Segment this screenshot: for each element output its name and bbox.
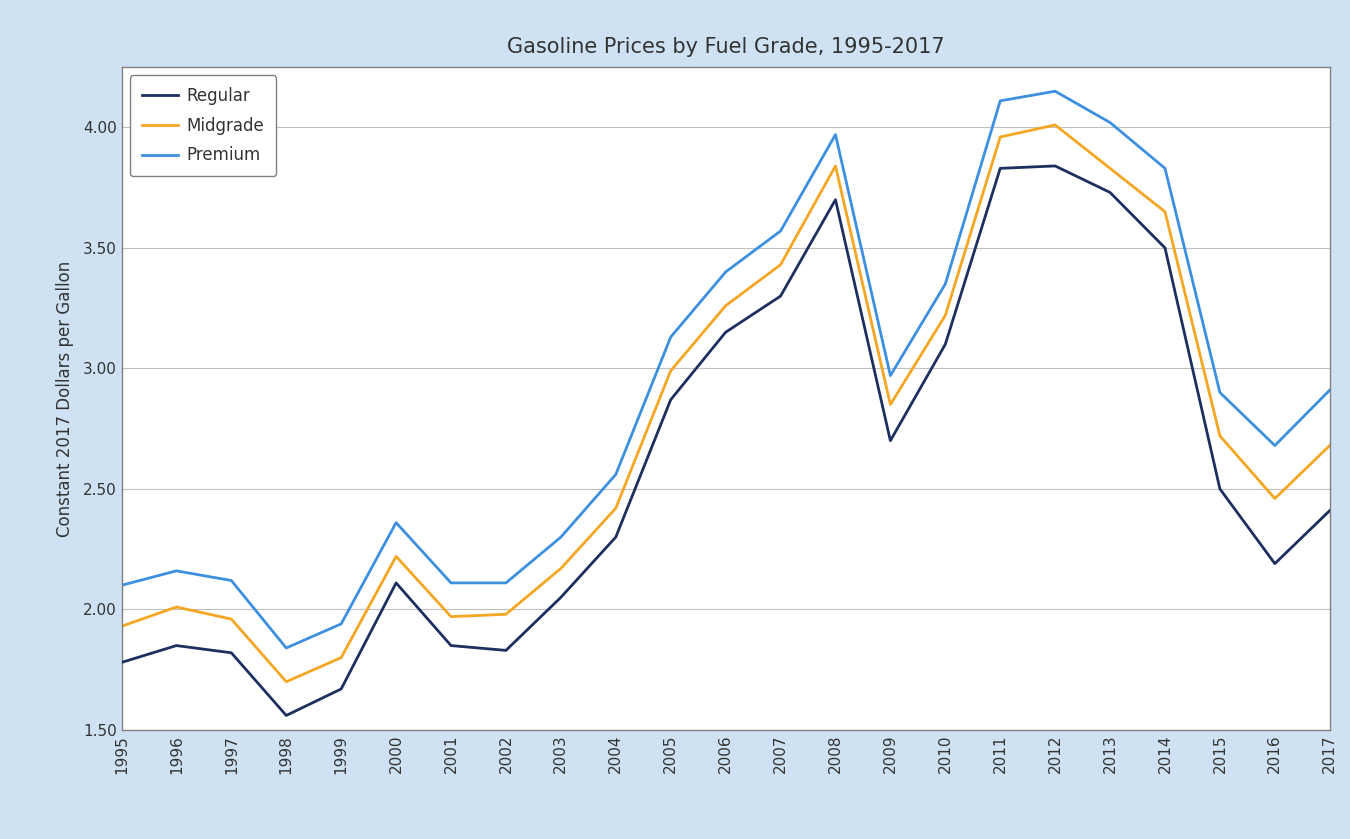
Premium: [443, 578, 459, 588]
Premium: [223, 576, 239, 586]
Midgrade: [113, 621, 130, 631]
Y-axis label: Constant 2017 Dollars per Gallon: Constant 2017 Dollars per Gallon: [57, 260, 74, 537]
Regular: [718, 327, 734, 337]
Midgrade: [1266, 493, 1282, 503]
Regular: [1157, 242, 1173, 253]
Midgrade: [772, 260, 788, 270]
Regular: [992, 164, 1008, 174]
Premium: [828, 129, 844, 139]
Premium: [278, 643, 294, 653]
Premium: [1322, 385, 1338, 395]
Regular: [1048, 161, 1064, 171]
Regular: [608, 532, 624, 542]
Premium: [937, 279, 953, 289]
Regular: [1322, 506, 1338, 516]
Regular: [1212, 484, 1228, 494]
Midgrade: [608, 503, 624, 513]
Premium: [169, 565, 185, 576]
Title: Gasoline Prices by Fuel Grade, 1995-2017: Gasoline Prices by Fuel Grade, 1995-2017: [506, 37, 945, 57]
Regular: [663, 394, 679, 404]
Line: Premium: Premium: [122, 91, 1330, 648]
Midgrade: [937, 310, 953, 320]
Midgrade: [169, 602, 185, 612]
Midgrade: [552, 564, 568, 574]
Line: Midgrade: Midgrade: [122, 125, 1330, 682]
Regular: [498, 645, 514, 655]
Premium: [113, 581, 130, 591]
Legend: Regular, Midgrade, Premium: Regular, Midgrade, Premium: [130, 76, 275, 176]
Midgrade: [387, 551, 404, 561]
Regular: [937, 339, 953, 349]
Premium: [1157, 164, 1173, 174]
Regular: [387, 578, 404, 588]
Premium: [1102, 117, 1118, 128]
Premium: [663, 332, 679, 342]
Midgrade: [333, 653, 350, 663]
Line: Regular: Regular: [122, 166, 1330, 716]
Premium: [1266, 440, 1282, 451]
Midgrade: [828, 161, 844, 171]
Premium: [608, 469, 624, 479]
Premium: [552, 532, 568, 542]
Regular: [223, 648, 239, 658]
Regular: [1102, 187, 1118, 197]
Midgrade: [443, 612, 459, 622]
Regular: [1266, 559, 1282, 569]
Midgrade: [1212, 431, 1228, 441]
Midgrade: [992, 132, 1008, 142]
Regular: [443, 640, 459, 650]
Midgrade: [278, 677, 294, 687]
Midgrade: [223, 614, 239, 624]
Regular: [278, 711, 294, 721]
Midgrade: [498, 609, 514, 619]
Premium: [387, 518, 404, 528]
Regular: [828, 195, 844, 205]
Midgrade: [1322, 440, 1338, 451]
Premium: [992, 96, 1008, 106]
Premium: [1048, 86, 1064, 96]
Premium: [333, 619, 350, 629]
Midgrade: [1048, 120, 1064, 130]
Midgrade: [663, 366, 679, 376]
Midgrade: [883, 399, 899, 409]
Premium: [883, 371, 899, 381]
Midgrade: [1102, 164, 1118, 174]
Regular: [169, 640, 185, 650]
Premium: [1212, 388, 1228, 398]
Midgrade: [718, 300, 734, 310]
Premium: [498, 578, 514, 588]
Premium: [772, 226, 788, 236]
Regular: [113, 658, 130, 668]
Regular: [772, 291, 788, 301]
Regular: [333, 684, 350, 694]
Regular: [883, 435, 899, 446]
Midgrade: [1157, 206, 1173, 216]
Premium: [718, 267, 734, 277]
Regular: [552, 592, 568, 602]
